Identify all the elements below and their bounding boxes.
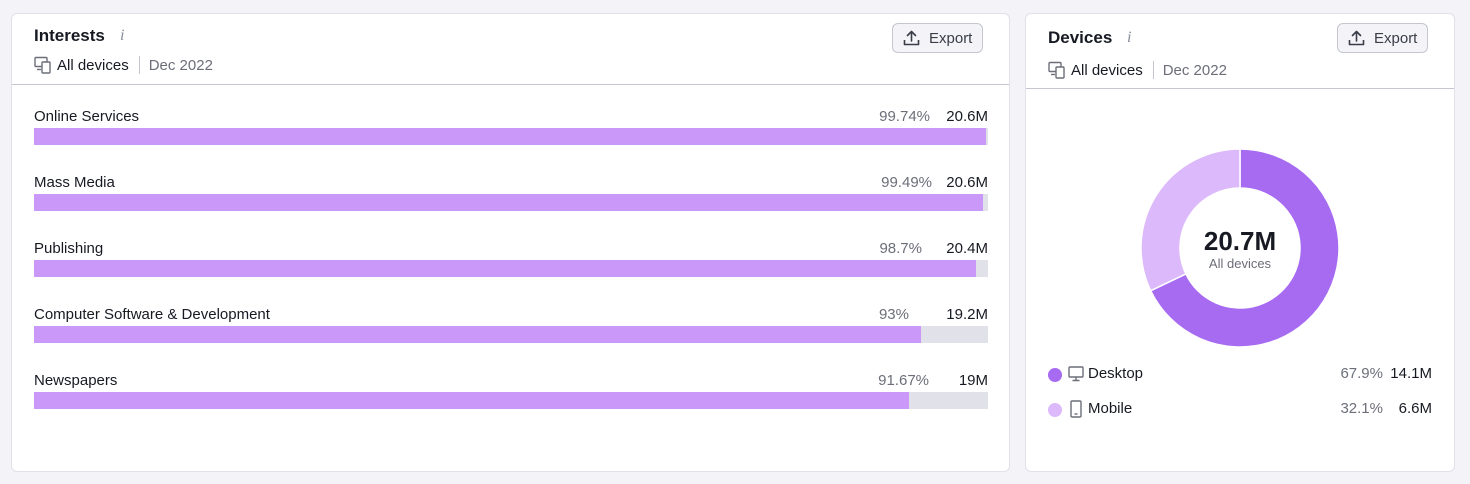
- divider: [1026, 88, 1454, 89]
- legend-label: Mobile: [1088, 400, 1133, 417]
- separator: [138, 56, 140, 74]
- export-label: Export: [929, 29, 973, 47]
- interest-percent: 93%: [878, 306, 909, 323]
- export-button[interactable]: Export: [1337, 23, 1429, 53]
- devices-icon: [34, 56, 52, 74]
- interest-bar-track: [34, 128, 988, 145]
- interest-row[interactable]: Mass Media 99.49% 20.6M: [34, 174, 988, 224]
- interest-row[interactable]: Newspapers 91.67% 19M: [34, 372, 988, 422]
- interests-title: Interests: [34, 26, 105, 45]
- legend-value: 14.1M: [1390, 365, 1432, 382]
- device-filter[interactable]: All devices: [1071, 61, 1143, 79]
- legend-dot: [1048, 368, 1062, 382]
- info-icon[interactable]: i: [120, 27, 125, 44]
- interest-value: 20.6M: [946, 108, 988, 125]
- legend-row-mobile[interactable]: Mobile 32.1% 6.6M: [1048, 399, 1432, 421]
- interest-bar-fill: [34, 326, 921, 343]
- interest-value: 20.6M: [946, 174, 988, 191]
- legend-dot: [1048, 403, 1062, 417]
- devices-card: Devices i Export All devices Dec 2022 20…: [1025, 13, 1455, 472]
- donut-total: 20.7M: [1203, 225, 1277, 256]
- devices-title: Devices: [1048, 28, 1113, 47]
- desktop-icon: [1068, 365, 1084, 388]
- mobile-icon: [1068, 400, 1084, 423]
- interest-bar-track: [34, 260, 988, 277]
- interest-value: 20.4M: [946, 240, 988, 257]
- export-button[interactable]: Export: [892, 23, 984, 53]
- interest-row[interactable]: Publishing 98.7% 20.4M: [34, 240, 988, 290]
- date-label: Dec 2022: [148, 56, 213, 74]
- donut-center: 20.7M All devices: [1140, 148, 1340, 348]
- legend-row-desktop[interactable]: Desktop 67.9% 14.1M: [1048, 364, 1432, 386]
- interest-label: Computer Software & Development: [34, 306, 270, 323]
- info-icon[interactable]: i: [1127, 29, 1132, 46]
- separator: [1152, 61, 1154, 79]
- legend-label: Desktop: [1088, 365, 1144, 382]
- upload-icon: [1348, 30, 1365, 46]
- upload-icon: [903, 30, 920, 46]
- donut-total-label: All devices: [1208, 255, 1272, 271]
- interest-row[interactable]: Computer Software & Development 93% 19.2M: [34, 306, 988, 356]
- interests-subhead: All devices Dec 2022: [34, 56, 213, 74]
- interest-bar-fill: [34, 260, 976, 277]
- legend-value: 6.6M: [1398, 400, 1432, 417]
- divider: [12, 84, 1009, 85]
- donut-slice-mobile[interactable]: [1140, 148, 1241, 292]
- interest-bar-fill: [34, 392, 909, 409]
- interest-label: Mass Media: [34, 174, 115, 191]
- interest-bar-track: [34, 326, 988, 343]
- interest-percent: 99.74%: [879, 108, 930, 125]
- devices-donut-chart: [1140, 148, 1340, 348]
- interest-label: Online Services: [34, 108, 140, 125]
- interest-bar-fill: [34, 194, 983, 211]
- interest-value: 19.2M: [946, 306, 988, 323]
- device-filter[interactable]: All devices: [57, 56, 129, 74]
- interests-card: Interests i Export All devices Dec 2022 …: [11, 13, 1010, 472]
- interest-percent: 99.49%: [881, 174, 932, 191]
- export-label: Export: [1374, 29, 1418, 47]
- legend-percent: 67.9%: [1340, 365, 1383, 382]
- devices-icon: [1048, 61, 1066, 79]
- interest-percent: 98.7%: [879, 240, 922, 257]
- legend-percent: 32.1%: [1340, 400, 1383, 417]
- interest-label: Publishing: [34, 240, 104, 257]
- interest-value: 19M: [958, 372, 988, 389]
- date-label: Dec 2022: [1162, 61, 1227, 79]
- interest-label: Newspapers: [34, 372, 118, 389]
- interest-row[interactable]: Online Services 99.74% 20.6M: [34, 108, 988, 158]
- interest-bar-track: [34, 392, 988, 409]
- interest-percent: 91.67%: [878, 372, 929, 389]
- interest-bar-fill: [34, 128, 986, 145]
- donut-slice-desktop[interactable]: [1149, 148, 1340, 348]
- devices-subhead: All devices Dec 2022: [1048, 61, 1227, 79]
- interest-bar-track: [34, 194, 988, 211]
